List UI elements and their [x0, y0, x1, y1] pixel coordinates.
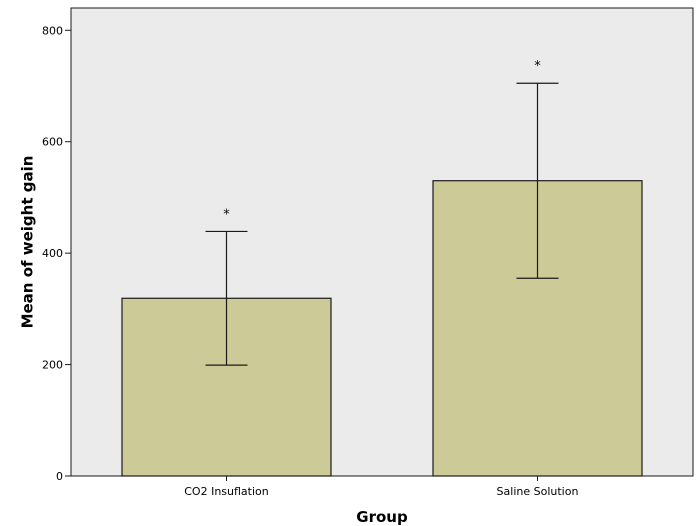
x-tick-label-2: Saline Solution	[497, 485, 579, 498]
y-tick-label-400: 400	[42, 247, 63, 260]
y-axis-title: Mean of weight gain	[18, 156, 36, 329]
x-axis-title: Group	[356, 508, 408, 526]
significance-marker-1: *	[223, 207, 230, 222]
y-tick-label-800: 800	[42, 24, 63, 37]
x-tick-label-1: CO2 Insuflation	[184, 485, 269, 498]
y-tick-label-200: 200	[42, 359, 63, 372]
error-bars	[205, 82, 559, 366]
significance-marker-2: *	[534, 59, 541, 74]
x-axis: CO2 Insuflation Saline Solution	[184, 476, 578, 498]
y-tick-label-600: 600	[42, 136, 63, 149]
significance-markers: **	[223, 59, 541, 222]
y-axis: 0 200 400 600 800	[42, 24, 71, 483]
y-tick-label-0: 0	[56, 470, 63, 483]
